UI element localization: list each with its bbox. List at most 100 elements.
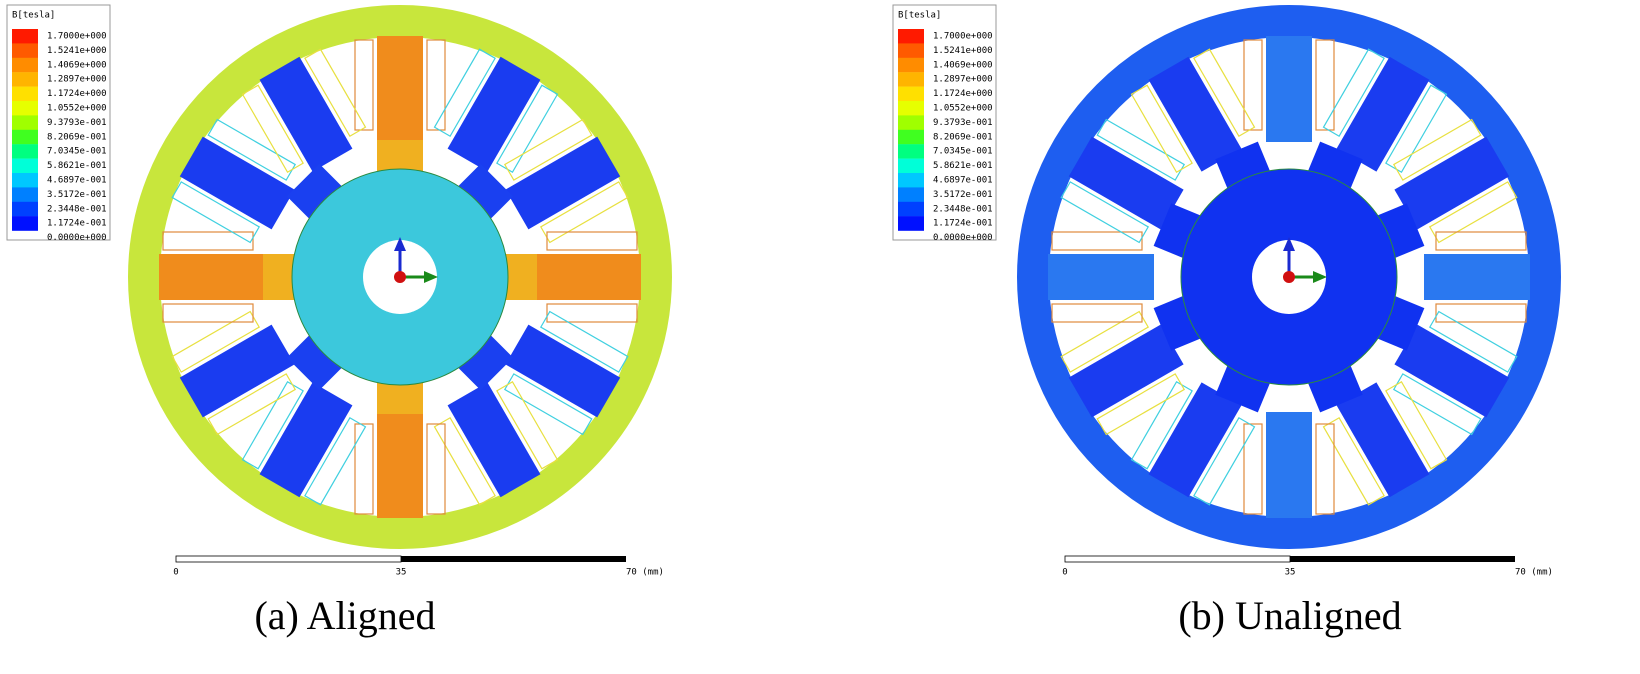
coil	[241, 84, 304, 174]
stator-pole	[377, 412, 423, 518]
coil	[1322, 416, 1385, 506]
legend-swatch	[12, 57, 38, 73]
rotor-pole	[452, 163, 514, 225]
legend-label: 1.1724e-001	[933, 219, 993, 229]
coil	[1130, 84, 1193, 174]
stator-pole	[505, 324, 621, 418]
legend-label: 7.0345e-001	[47, 147, 107, 157]
legend-swatch	[898, 29, 924, 44]
legend-swatch	[12, 173, 38, 188]
scale-black	[1290, 556, 1515, 562]
coil	[162, 303, 254, 323]
legend-label: 1.4069e+000	[47, 60, 107, 70]
legend-swatch	[898, 201, 924, 217]
caption: (a) Aligned	[254, 593, 435, 638]
axis-origin	[1283, 271, 1295, 283]
scale-label: 70 (mm)	[626, 568, 664, 578]
coil	[1060, 310, 1150, 373]
legend: B[tesla] 1.7000e+000 1.5241e+000 1.4069e+00…	[892, 4, 997, 243]
coil	[162, 231, 254, 251]
coil	[433, 48, 496, 138]
coil	[1243, 39, 1263, 131]
legend: B[tesla] 1.7000e+000 1.5241e+000 1.4069e+00…	[6, 4, 111, 243]
coil	[496, 84, 559, 174]
caption: (b) Unaligned	[1178, 593, 1401, 638]
legend-swatch	[898, 57, 924, 73]
coil	[1385, 84, 1448, 174]
legend-label: 1.1724e-001	[47, 219, 107, 229]
stator-yoke	[128, 5, 672, 549]
coil	[1060, 181, 1150, 244]
coil	[1193, 416, 1256, 506]
legend-swatch	[12, 115, 38, 130]
coil	[426, 423, 446, 515]
coil	[304, 416, 367, 506]
coil	[171, 310, 261, 373]
rotor-pole	[286, 163, 348, 225]
legend-label: 1.7000e+000	[933, 32, 993, 42]
coil	[1435, 303, 1527, 323]
coil	[1392, 118, 1482, 181]
stator-pole	[1148, 382, 1242, 498]
legend-swatch	[898, 144, 924, 159]
legend-label: 0.0000e+000	[47, 233, 107, 243]
coil	[539, 181, 629, 244]
legend-swatch	[12, 29, 38, 44]
scale-label: 35	[396, 568, 407, 578]
legend-label: 1.4069e+000	[933, 60, 993, 70]
legend-swatch	[898, 72, 924, 87]
coil	[1435, 231, 1527, 251]
coil	[1051, 303, 1143, 323]
legend-label: 1.7000e+000	[47, 32, 107, 42]
stator-pole	[179, 324, 295, 418]
legend-label: 1.1724e+000	[47, 89, 107, 99]
legend-label: 5.8621e-001	[933, 161, 993, 171]
legend-swatch	[12, 43, 38, 58]
coil	[1243, 423, 1263, 515]
stator-pole	[1068, 136, 1184, 230]
legend-swatch	[898, 86, 924, 102]
legend-label: 5.8621e-001	[47, 161, 107, 171]
axis-x-head	[424, 271, 438, 283]
stator-pole	[159, 254, 265, 300]
coil	[503, 373, 593, 436]
legend-swatch	[12, 187, 38, 202]
stator-pole	[1394, 136, 1510, 230]
scale-white	[175, 555, 402, 563]
stator-pole	[1148, 56, 1242, 172]
coil	[433, 416, 496, 506]
coil	[241, 380, 304, 470]
legend-label: 1.2897e+000	[47, 75, 107, 85]
legend-swatch	[898, 173, 924, 188]
legend-label: 1.0552e+000	[933, 104, 993, 114]
legend-label: 1.5241e+000	[47, 46, 107, 56]
legend-label: 2.3448e-001	[933, 204, 993, 214]
coil	[1193, 48, 1256, 138]
rotor-pole	[286, 329, 348, 391]
stator-pole	[1336, 56, 1430, 172]
motor	[128, 5, 672, 549]
coil	[207, 118, 297, 181]
coil	[1096, 118, 1186, 181]
legend-label: 8.2069e-001	[47, 132, 107, 142]
stator-pole	[179, 136, 295, 230]
scale-white	[1064, 555, 1291, 563]
coil	[1322, 48, 1385, 138]
axis-x-head	[1313, 271, 1327, 283]
legend-label: 4.6897e-001	[933, 176, 993, 186]
legend-label: 8.2069e-001	[933, 132, 993, 142]
legend-swatch	[12, 101, 38, 116]
coil	[539, 310, 629, 373]
coil	[1315, 39, 1335, 131]
legend-label: 9.3793e-001	[47, 118, 107, 128]
legend-label: 1.5241e+000	[933, 46, 993, 56]
legend-swatch	[12, 201, 38, 217]
coil	[1392, 373, 1482, 436]
legend-title: B[tesla]	[12, 11, 55, 21]
legend-swatch	[12, 144, 38, 159]
axis-y-head	[394, 237, 406, 251]
coil	[354, 39, 374, 131]
coil	[1428, 310, 1518, 373]
legend-swatch	[898, 129, 924, 145]
